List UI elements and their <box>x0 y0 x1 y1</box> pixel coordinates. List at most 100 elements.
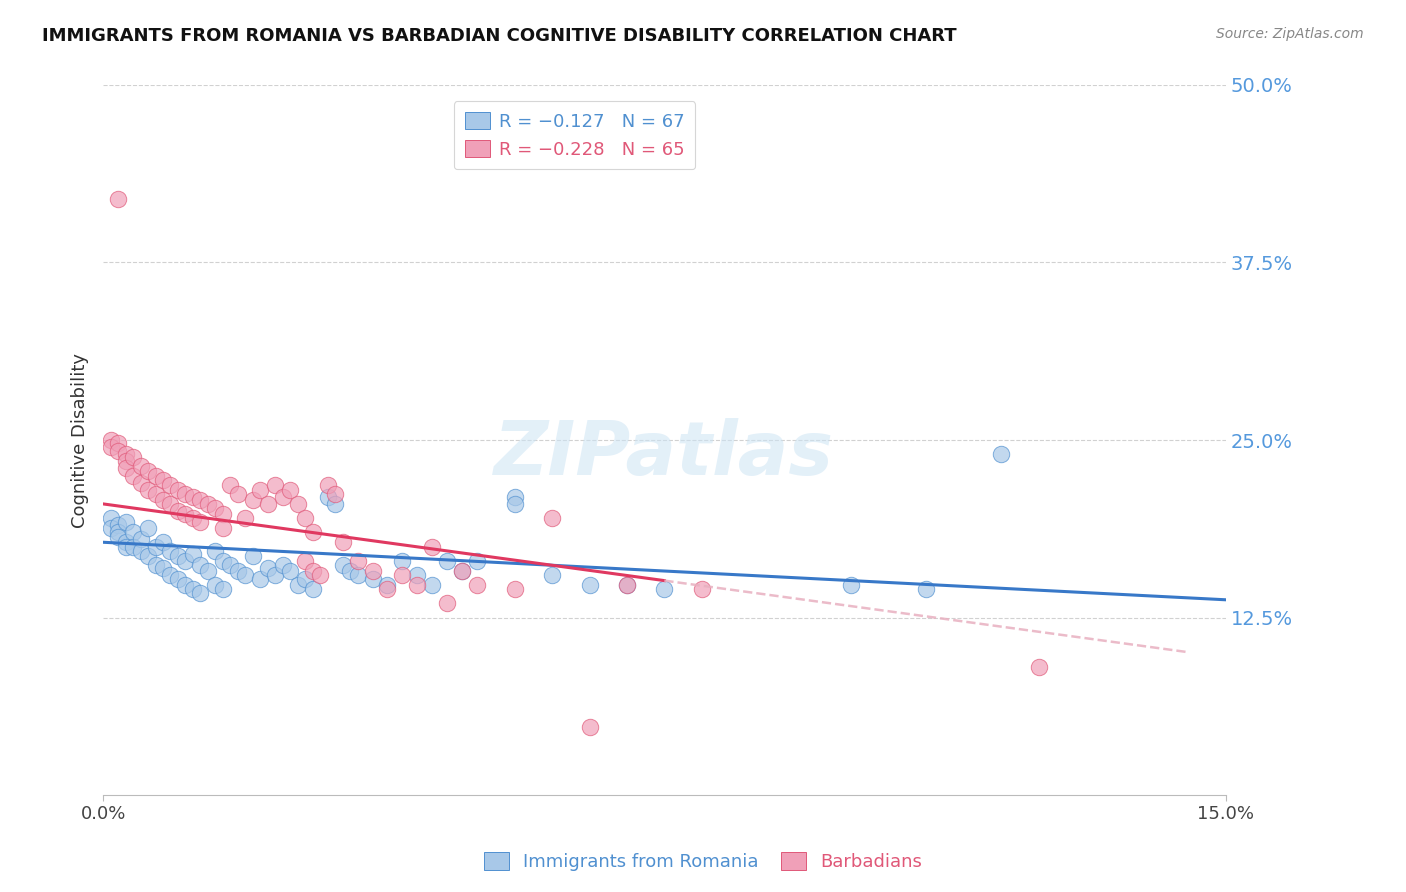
Point <box>145 540 167 554</box>
Point <box>990 447 1012 461</box>
Point <box>204 543 226 558</box>
Point <box>174 487 197 501</box>
Point <box>541 568 564 582</box>
Point <box>167 483 190 497</box>
Point <box>323 487 346 501</box>
Point <box>100 433 122 447</box>
Point <box>145 558 167 572</box>
Point <box>377 578 399 592</box>
Point <box>190 492 212 507</box>
Point <box>152 535 174 549</box>
Point <box>503 490 526 504</box>
Point <box>114 540 136 554</box>
Point <box>107 192 129 206</box>
Point <box>190 516 212 530</box>
Point <box>406 568 429 582</box>
Point <box>541 511 564 525</box>
Point <box>391 568 413 582</box>
Point <box>159 568 181 582</box>
Point <box>332 535 354 549</box>
Point <box>226 564 249 578</box>
Point <box>422 578 444 592</box>
Point <box>271 490 294 504</box>
Point <box>361 564 384 578</box>
Point <box>181 511 204 525</box>
Point <box>219 478 242 492</box>
Text: ZIPatlas: ZIPatlas <box>495 417 834 491</box>
Point <box>181 490 204 504</box>
Point <box>145 487 167 501</box>
Point <box>323 497 346 511</box>
Point <box>1028 660 1050 674</box>
Point <box>256 497 278 511</box>
Point <box>114 516 136 530</box>
Point <box>212 582 235 596</box>
Point <box>301 525 323 540</box>
Point <box>152 492 174 507</box>
Point <box>301 564 323 578</box>
Point <box>361 572 384 586</box>
Point <box>159 478 181 492</box>
Point <box>145 468 167 483</box>
Point <box>436 554 458 568</box>
Point <box>159 497 181 511</box>
Text: Source: ZipAtlas.com: Source: ZipAtlas.com <box>1216 27 1364 41</box>
Point <box>181 582 204 596</box>
Point <box>249 572 271 586</box>
Point <box>233 511 256 525</box>
Point <box>212 554 235 568</box>
Point <box>264 478 287 492</box>
Point <box>841 578 863 592</box>
Point <box>242 492 264 507</box>
Legend: R = −0.127   N = 67, R = −0.228   N = 65: R = −0.127 N = 67, R = −0.228 N = 65 <box>454 101 696 169</box>
Point <box>100 521 122 535</box>
Point <box>190 586 212 600</box>
Point <box>122 540 145 554</box>
Point <box>122 525 145 540</box>
Point <box>465 554 488 568</box>
Point <box>278 483 301 497</box>
Point <box>107 525 129 540</box>
Point <box>114 447 136 461</box>
Point <box>616 578 638 592</box>
Point <box>406 578 429 592</box>
Point <box>204 501 226 516</box>
Point <box>309 568 332 582</box>
Point <box>654 582 676 596</box>
Point <box>122 450 145 464</box>
Point <box>287 578 309 592</box>
Point <box>422 540 444 554</box>
Point <box>316 490 339 504</box>
Point <box>503 582 526 596</box>
Point <box>129 475 152 490</box>
Point <box>152 473 174 487</box>
Point <box>294 554 316 568</box>
Point <box>339 564 361 578</box>
Point <box>167 549 190 564</box>
Text: IMMIGRANTS FROM ROMANIA VS BARBADIAN COGNITIVE DISABILITY CORRELATION CHART: IMMIGRANTS FROM ROMANIA VS BARBADIAN COG… <box>42 27 957 45</box>
Point <box>226 487 249 501</box>
Point <box>136 549 159 564</box>
Point <box>100 511 122 525</box>
Point <box>242 549 264 564</box>
Point <box>264 568 287 582</box>
Point <box>271 558 294 572</box>
Point <box>346 554 368 568</box>
Point <box>249 483 271 497</box>
Point <box>503 497 526 511</box>
Point <box>159 543 181 558</box>
Point <box>578 578 600 592</box>
Point <box>915 582 938 596</box>
Point <box>451 564 474 578</box>
Point <box>107 518 129 533</box>
Point <box>114 461 136 475</box>
Point <box>219 558 242 572</box>
Point <box>167 504 190 518</box>
Point <box>436 596 458 610</box>
Point <box>578 720 600 734</box>
Point <box>107 530 129 544</box>
Point <box>690 582 713 596</box>
Point <box>212 507 235 521</box>
Point <box>197 564 219 578</box>
Point <box>174 578 197 592</box>
